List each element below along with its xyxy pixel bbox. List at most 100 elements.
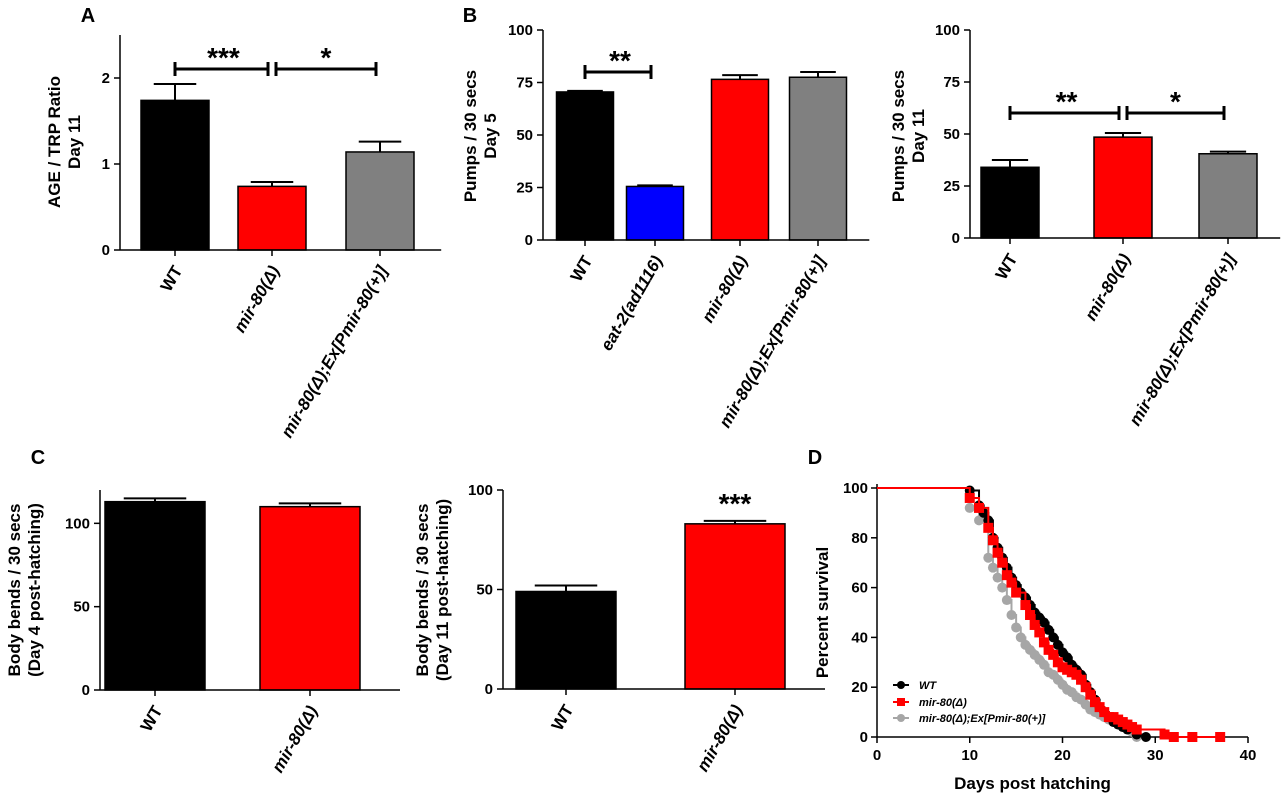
data-point xyxy=(1052,639,1063,650)
data-point xyxy=(1034,627,1045,638)
panel-C: 0 50 100 Body bends / 30 secs(Day 4 post-ha… xyxy=(5,447,400,776)
data-point xyxy=(1043,624,1054,635)
data-point xyxy=(1038,617,1049,628)
y-axis-label-line: Day 5 xyxy=(481,113,500,158)
bar xyxy=(1198,153,1258,239)
y-tick-label: 0 xyxy=(952,230,960,247)
data-point xyxy=(997,557,1008,568)
y-tick-label: 0 xyxy=(102,242,110,259)
data-point xyxy=(1006,609,1017,620)
y-axis-label: Percent survival xyxy=(813,547,832,678)
y-tick-label: 50 xyxy=(516,127,533,144)
y-tick-label: 1 xyxy=(102,156,110,173)
panel-A: 0 1 2 AGE / TRP RatioDay 11 WT mir-80(Δ)mir-8… xyxy=(45,5,442,441)
y-tick-label: 2 xyxy=(102,70,110,87)
legend-marker xyxy=(897,714,905,722)
bar xyxy=(345,151,415,251)
x-tick-label: 0 xyxy=(873,747,881,764)
bar xyxy=(515,590,617,690)
y-tick-label: 0 xyxy=(525,232,533,249)
data-point xyxy=(974,502,985,513)
x-category-label: mir-80(Δ);Ex[Pmir-80(+)] xyxy=(1125,249,1240,429)
x-category-label: mir-80(Δ) xyxy=(698,252,752,326)
y-tick-label: 100 xyxy=(468,482,493,499)
significance-label: *** xyxy=(719,488,752,519)
y-tick-label: 25 xyxy=(516,180,533,197)
y-tick-label: 0 xyxy=(82,682,90,699)
data-point xyxy=(983,552,994,563)
y-tick-label: 60 xyxy=(851,580,868,597)
data-point xyxy=(987,562,998,573)
data-point xyxy=(1131,724,1142,735)
x-axis-label: Days post hatching xyxy=(954,774,1111,793)
data-point xyxy=(1001,570,1012,581)
data-point xyxy=(1140,732,1151,742)
x-category-label: mir-80(Δ) xyxy=(268,702,322,776)
bar xyxy=(555,91,615,241)
data-point xyxy=(1006,577,1017,588)
data-point xyxy=(964,502,975,513)
data-point xyxy=(1020,600,1031,611)
panel-B: 0 25 50 75 100 Pumps / 30 secsDay 5 WT eat-2(ad… xyxy=(461,5,870,431)
data-point xyxy=(1025,609,1036,620)
data-point xyxy=(1187,732,1198,742)
data-point xyxy=(1048,632,1059,643)
y-tick-label: 100 xyxy=(65,515,90,532)
y-axis-label: Body bends / 30 secs(Day 4 post-hatching… xyxy=(5,503,44,677)
x-category-label: WT xyxy=(567,252,597,285)
panel-label: A xyxy=(81,5,95,27)
y-tick-label: 50 xyxy=(476,582,493,599)
y-tick-label: 50 xyxy=(73,599,90,616)
panel-label: C xyxy=(31,447,45,469)
significance-label: ** xyxy=(1056,86,1078,117)
data-point xyxy=(1001,595,1012,606)
legend-label: WT xyxy=(919,680,937,692)
x-tick-label: 30 xyxy=(1147,747,1164,764)
x-category-label: mir-80(Δ) xyxy=(693,701,747,775)
panel-D: 0 20 40 60 80 100 0 10 20 30 40 Days post hatching P… xyxy=(808,447,1257,793)
bar xyxy=(104,500,206,691)
y-axis-label-line: Day 11 xyxy=(909,109,928,163)
y-tick-label: 0 xyxy=(860,729,868,746)
significance-label: * xyxy=(321,42,332,73)
y-tick-label: 100 xyxy=(843,480,868,497)
x-category-label: WT xyxy=(548,701,578,734)
legend-label: mir-80(Δ);Ex[Pmir-80(+)] xyxy=(919,713,1046,725)
data-point xyxy=(1038,637,1049,648)
y-axis-label: Pumps / 30 secsDay 11 xyxy=(889,70,928,202)
bar xyxy=(259,505,361,691)
data-point xyxy=(1168,732,1179,742)
bar xyxy=(710,78,770,241)
x-tick-label: 20 xyxy=(1054,747,1071,764)
data-point xyxy=(1011,587,1022,598)
significance-label: ** xyxy=(609,45,631,76)
x-category-label: WT xyxy=(137,702,167,735)
x-tick-label: 40 xyxy=(1240,747,1257,764)
x-category-label: WT xyxy=(992,250,1022,283)
data-point xyxy=(1038,659,1049,670)
data-point xyxy=(1048,649,1059,660)
data-point xyxy=(1080,682,1091,693)
y-axis-label-line: Body bends / 30 secs xyxy=(413,504,432,677)
bar xyxy=(788,76,848,241)
data-point xyxy=(1085,689,1096,700)
legend-label: mir-80(Δ) xyxy=(919,697,967,709)
data-point xyxy=(1029,619,1040,630)
bar xyxy=(980,166,1040,239)
x-category-label: eat-2(ad1116) xyxy=(597,252,667,354)
data-point xyxy=(974,515,985,526)
panel-label: B xyxy=(463,5,477,27)
y-axis-label-line: (Day 4 post-hatching) xyxy=(25,503,44,677)
y-tick-label: 75 xyxy=(516,75,533,92)
bar xyxy=(237,185,307,251)
legend-marker xyxy=(897,681,905,689)
panel-label: D xyxy=(808,447,822,469)
y-axis-label-line: Day 11 xyxy=(65,115,84,169)
data-point xyxy=(987,535,998,546)
y-axis-label-line: (Day 11 post-hatching) xyxy=(433,499,452,681)
bar xyxy=(1093,136,1153,239)
data-point xyxy=(992,547,1003,558)
x-category-label: mir-80(Δ);Ex[Pmir-80(+)] xyxy=(277,261,392,441)
bar xyxy=(140,99,210,251)
